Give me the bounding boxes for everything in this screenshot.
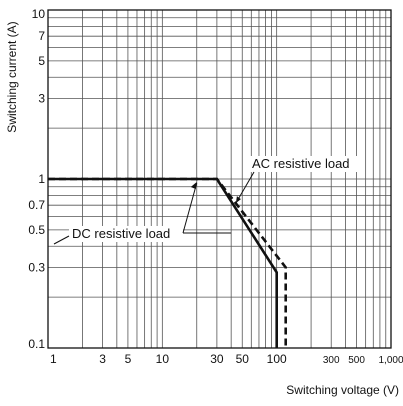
y-tick-label: 7: [38, 29, 45, 43]
x-tick-label: 30: [210, 352, 224, 366]
annotation-dc-resistive-load: DC resistive load: [72, 226, 170, 241]
x-tick-label: 1: [50, 352, 57, 366]
annotation-dc-bg: [69, 226, 183, 242]
x-tick-label: 100: [267, 352, 287, 366]
y-tick-label: 0.7: [28, 198, 45, 212]
x-tick-label: 500: [348, 355, 365, 366]
x-tick-label: 10: [156, 352, 170, 366]
grid-layer: [47, 9, 392, 349]
tick-label-layer: 1 3 5 10 30 50 100 300 500 1,000 0.1 0.3 0.5 0.7 1 3 5 7 1…: [28, 7, 403, 366]
x-tick-label: 3: [99, 352, 106, 366]
x-axis-label: Switching voltage (V): [286, 383, 399, 397]
leader-dc-arrow: [182, 182, 198, 234]
arrowhead-ac: [235, 196, 241, 204]
y-tick-label: 0.5: [28, 223, 45, 237]
arrowhead-dc: [190, 182, 197, 189]
x-tick-label: 50: [236, 352, 250, 366]
x-tick-label: 300: [323, 355, 340, 366]
annotation-layer: DC resistive load AC resistive load: [53, 156, 365, 245]
y-tick-label: 5: [38, 54, 45, 68]
y-tick-label: 10: [32, 7, 46, 21]
leader-dc-left: [53, 235, 70, 245]
y-tick-label: 1: [38, 172, 45, 186]
y-tick-label: 3: [38, 91, 45, 105]
y-tick-label: 0.3: [28, 260, 45, 274]
series-layer: [48, 177, 288, 348]
y-axis-label: Switching current (A): [5, 21, 19, 132]
x-tick-label: 1,000: [378, 355, 403, 366]
annotation-ac-resistive-load: AC resistive load: [252, 156, 350, 171]
series-line-dc-resistive-load: [48, 177, 279, 348]
series-line-ac-resistive-load: [48, 177, 288, 348]
x-tick-label: 5: [125, 352, 132, 366]
y-tick-label: 0.1: [28, 337, 45, 351]
annotation-ac-bg: [249, 156, 365, 172]
